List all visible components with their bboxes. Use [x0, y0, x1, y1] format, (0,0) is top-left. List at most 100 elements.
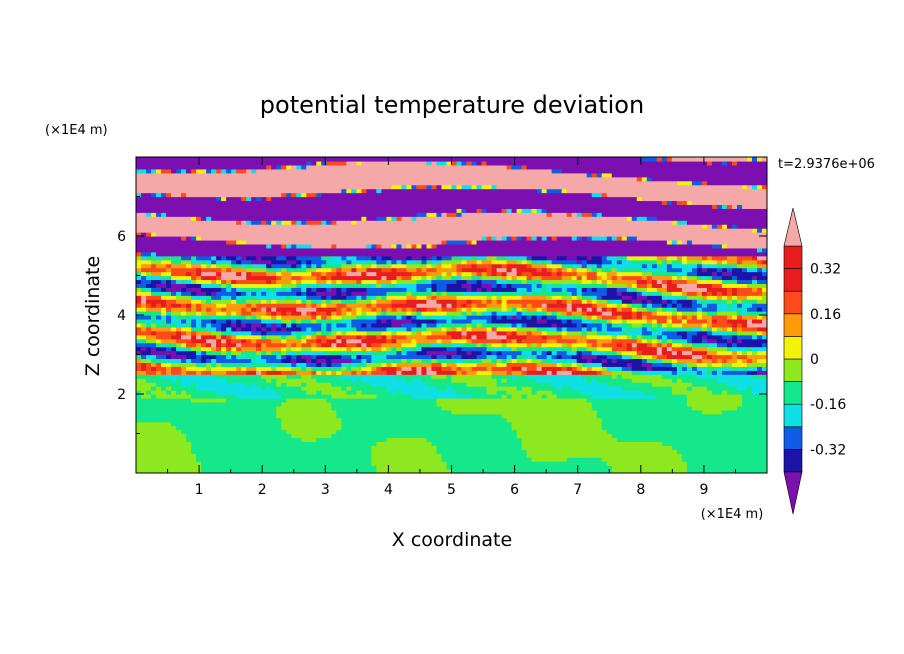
contour-cell [491, 401, 498, 407]
contour-cell [431, 334, 438, 340]
contour-cell [191, 322, 197, 328]
contour-cell [676, 449, 683, 454]
contour-cell [426, 358, 433, 363]
contour-cell [756, 457, 763, 462]
contour-cell [236, 318, 242, 324]
contour-cell [761, 318, 767, 324]
contour-cell [316, 445, 322, 450]
contour-cell [486, 370, 493, 375]
contour-cell [616, 433, 623, 439]
contour-cell [446, 453, 453, 458]
contour-cell [696, 445, 703, 450]
contour-cell [246, 441, 252, 446]
contour-cell [386, 350, 393, 356]
contour-cell [591, 465, 598, 470]
contour-cell [716, 334, 723, 340]
contour-cell [641, 437, 648, 442]
contour-cell [321, 338, 327, 344]
contour-cell [391, 330, 398, 336]
contour-cell [191, 350, 197, 356]
contour-cell [231, 370, 237, 375]
contour-cell [726, 350, 733, 356]
contour-cell [676, 346, 683, 352]
contour-cell [416, 386, 423, 391]
contour-cell [151, 449, 157, 454]
contour-cell [711, 401, 718, 407]
contour-cell [541, 441, 548, 446]
contour-cell [301, 429, 307, 435]
contour-cell [296, 374, 302, 379]
contour-cell [696, 346, 703, 352]
contour-cell [401, 429, 408, 435]
contour-cell [521, 417, 528, 423]
contour-cell [466, 338, 473, 344]
contour-cell [321, 322, 327, 328]
contour-cell [226, 354, 232, 360]
contour-cell [356, 366, 362, 371]
contour-cell [146, 429, 152, 435]
contour-cell [606, 453, 613, 458]
contour-cell [696, 397, 703, 403]
contour-cell [606, 370, 613, 375]
contour-cell [141, 354, 147, 360]
contour-cell [191, 366, 197, 371]
contour-cell [251, 338, 257, 344]
contour-cell [286, 401, 292, 407]
contour-cell [571, 338, 578, 344]
contour-cell [146, 358, 152, 363]
contour-cell [681, 469, 688, 473]
contour-cell [731, 386, 738, 391]
contour-cell [701, 405, 708, 411]
contour-cell [431, 350, 438, 356]
contour-cell [471, 425, 478, 431]
contour-cell [316, 378, 322, 383]
contour-cell [491, 366, 498, 371]
contour-cell [471, 441, 478, 446]
contour-cell [456, 469, 463, 473]
contour-cell [376, 394, 382, 399]
contour-cell [186, 417, 192, 423]
contour-cell [381, 469, 387, 473]
contour-cell [601, 382, 608, 387]
contour-cell [341, 417, 347, 423]
contour-cell [171, 461, 177, 466]
contour-cell [406, 378, 413, 383]
contour-cell [496, 346, 503, 352]
contour-cell [751, 413, 758, 419]
contour-cell [726, 358, 733, 363]
contour-cell [326, 322, 332, 328]
contour-cell [361, 465, 367, 470]
contour-cell [371, 413, 377, 419]
contour-cell [141, 465, 147, 470]
contour-cell [421, 315, 428, 320]
contour-cell [621, 461, 628, 466]
contour-cell [391, 362, 398, 367]
contour-cell [486, 386, 493, 391]
contour-cell [221, 382, 227, 387]
contour-cell [181, 465, 187, 470]
contour-cell [266, 441, 272, 446]
contour-cell [746, 350, 753, 356]
contour-cell [616, 421, 623, 427]
contour-cell [381, 429, 387, 435]
contour-cell [616, 445, 623, 450]
contour-cell [511, 433, 518, 439]
contour-cell [711, 386, 718, 391]
contour-cell [201, 413, 207, 419]
contour-cell [416, 401, 423, 407]
contour-cell [296, 449, 302, 454]
contour-cell [246, 465, 252, 470]
contour-cell [391, 465, 398, 470]
contour-cell [151, 417, 157, 423]
contour-cell [591, 338, 598, 344]
contour-cell [286, 358, 292, 363]
contour-cell [401, 315, 408, 320]
contour-cell [496, 425, 503, 431]
contour-cell [761, 421, 767, 427]
contour-cell [536, 465, 543, 470]
contour-cell [456, 409, 463, 415]
contour-cell [321, 366, 327, 371]
contour-cell [191, 370, 197, 375]
contour-cell [181, 350, 187, 356]
contour-cell [371, 346, 377, 352]
